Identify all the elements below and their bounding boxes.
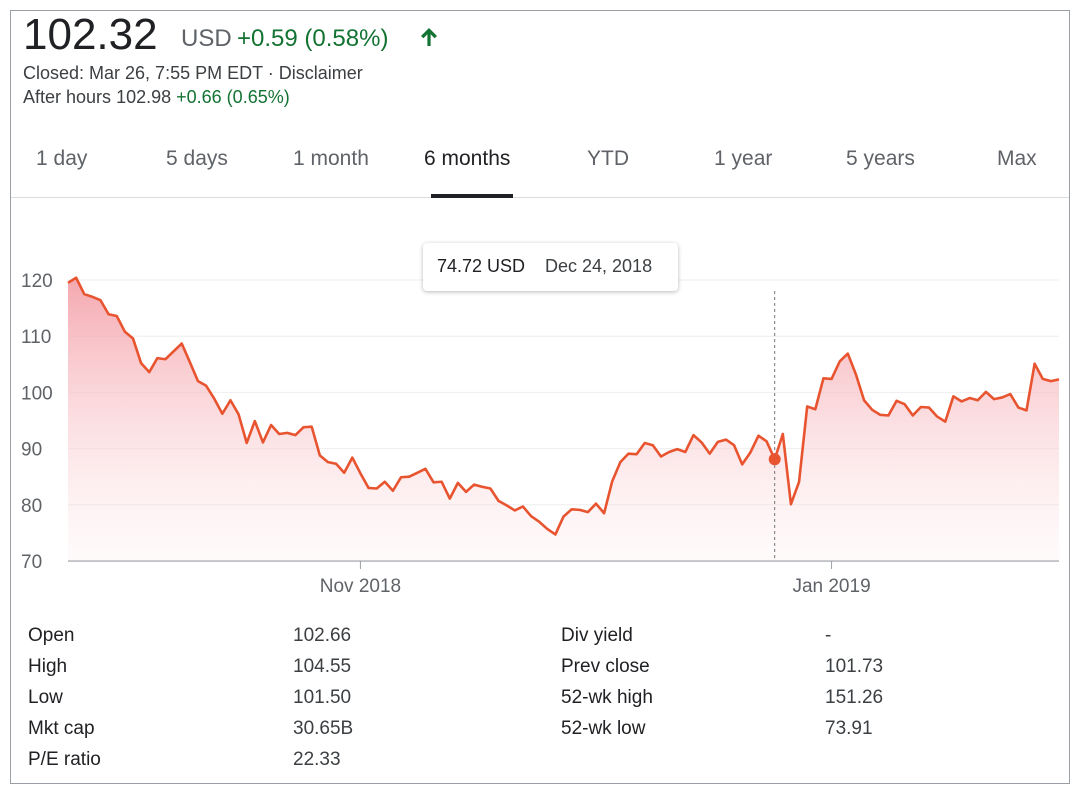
y-tick-label: 80	[21, 496, 42, 517]
price-area-fill	[68, 277, 1059, 561]
y-tick-label: 90	[21, 440, 42, 461]
x-tick-label: Nov 2018	[320, 576, 401, 597]
x-tick-label: Jan 2019	[792, 576, 870, 597]
key-stats: Open 102.66 High 104.55 Low 101.50 Mkt c…	[11, 623, 1069, 783]
stat-label-div-yield: Div yield	[561, 625, 633, 646]
after-hours: After hours 102.98 +0.66 (0.65%)	[23, 87, 290, 108]
stat-label-prev-close: Prev close	[561, 656, 650, 677]
tab-5-days[interactable]: 5 days	[166, 147, 228, 170]
tab-1-day[interactable]: 1 day	[36, 147, 88, 170]
current-price: 102.32	[23, 10, 158, 59]
stat-label-52wk-low: 52-wk low	[561, 718, 646, 739]
stat-value-open: 102.66	[293, 625, 352, 646]
tab-1-year[interactable]: 1 year	[714, 147, 773, 170]
stat-label-open: Open	[28, 625, 75, 646]
stat-value-52wk-high: 151.26	[825, 687, 884, 708]
y-tick-label: 100	[21, 383, 53, 404]
stat-label-52wk-high: 52-wk high	[561, 687, 653, 708]
tab-1-month[interactable]: 1 month	[293, 147, 369, 170]
stat-label-mkt-cap: Mkt cap	[28, 718, 95, 739]
tab-max[interactable]: Max	[997, 147, 1037, 170]
tab-5-years[interactable]: 5 years	[846, 147, 915, 170]
tab-6-months[interactable]: 6 months	[424, 147, 511, 170]
stat-value-52wk-low: 73.91	[825, 718, 873, 739]
stat-value-high: 104.55	[293, 656, 352, 677]
after-hours-price: 102.98	[116, 87, 172, 107]
tooltip-date: Dec 24, 2018	[545, 256, 653, 276]
highlight-point	[768, 453, 781, 466]
arrow-up-icon	[421, 28, 437, 46]
y-tick-label: 120	[21, 271, 53, 292]
stat-label-high: High	[28, 656, 68, 677]
stat-label-low: Low	[28, 687, 63, 708]
stat-value-pe-ratio: 22.33	[293, 749, 341, 770]
active-tab-indicator	[431, 194, 513, 198]
stock-widget: 102.32 USD +0.59 (0.58%) Closed: Mar 26,…	[10, 10, 1070, 784]
stat-value-mkt-cap: 30.65B	[293, 718, 354, 739]
price-line	[67, 276, 1060, 536]
stat-value-low: 101.50	[293, 687, 352, 708]
currency: USD	[181, 25, 232, 52]
tooltip-value: 74.72 USD	[437, 256, 526, 276]
closed-status: Closed: Mar 26, 7:55 PM EDT · Disclaimer	[23, 63, 363, 83]
range-tabs: 1 day 5 days 1 month 6 months YTD 1 year…	[11, 131, 1069, 198]
stat-label-pe-ratio: P/E ratio	[28, 749, 101, 770]
after-hours-label: After hours	[23, 87, 112, 107]
stat-value-prev-close: 101.73	[825, 656, 884, 677]
after-hours-change: +0.66 (0.65%)	[176, 87, 290, 107]
price-tooltip: 74.72 USD Dec 24, 2018	[423, 243, 678, 291]
tab-ytd[interactable]: YTD	[587, 147, 629, 170]
stat-value-div-yield: -	[825, 625, 832, 646]
y-tick-label: 110	[21, 327, 51, 348]
y-tick-label: 70	[21, 552, 42, 573]
price-change: +0.59 (0.58%)	[237, 25, 389, 52]
